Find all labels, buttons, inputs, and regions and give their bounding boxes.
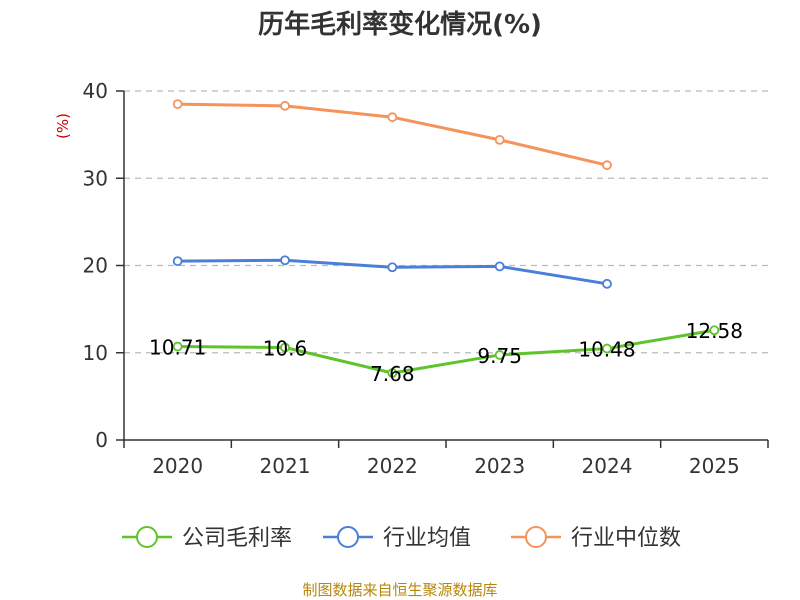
gridlines: [124, 90, 768, 354]
data-label: 12.58: [686, 319, 743, 343]
data-point: [709, 325, 720, 336]
series-公司毛利率: [172, 325, 720, 378]
y-tick-label: 0: [95, 428, 108, 452]
data-point: [172, 99, 183, 109]
series-行业中位数: [172, 99, 612, 171]
y-tick-label: 30: [83, 166, 108, 190]
data-point: [494, 134, 505, 145]
series-line: [177, 328, 715, 375]
x-tick-label: 2025: [689, 454, 740, 478]
y-tick-label: 40: [83, 79, 108, 103]
chart-title: 历年毛利率变化情况(%): [258, 9, 542, 40]
legend-item: 行业均值: [323, 526, 471, 551]
legend-label: 行业中位数: [571, 526, 681, 551]
data-point: [387, 112, 398, 123]
x-tick-label: 2020: [152, 454, 203, 478]
data-point: [494, 261, 505, 272]
legend-marker: [136, 526, 158, 548]
data-point: [387, 262, 398, 273]
x-tick-label: 2022: [367, 454, 418, 478]
x-tick-label: 2023: [474, 454, 525, 478]
data-point: [602, 160, 612, 171]
data-point: [280, 100, 290, 111]
data-label: 9.75: [477, 344, 522, 368]
data-labels: 10.71 10.6 7.68 9.75 10.48 12.58: [149, 319, 743, 386]
data-point: [280, 342, 290, 353]
y-tick-label: 10: [83, 341, 108, 365]
data-label: 10.6: [263, 337, 308, 361]
y-axis-label: (%): [54, 113, 72, 139]
source-note: 制图数据来自恒生聚源数据库: [302, 581, 497, 599]
data-label: 10.48: [578, 338, 635, 362]
data-point: [602, 343, 612, 354]
legend-marker: [337, 526, 359, 548]
x-tick-label: 2021: [260, 454, 311, 478]
series-行业均值: [172, 255, 612, 289]
legend-label: 行业均值: [383, 526, 471, 551]
legend-item: 行业中位数: [511, 526, 681, 551]
data-point: [172, 341, 183, 352]
legend-marker: [525, 526, 547, 548]
data-point: [494, 350, 505, 360]
data-point: [280, 255, 290, 266]
data-point: [387, 368, 398, 378]
data-label: 10.71: [149, 336, 206, 360]
data-point: [602, 278, 612, 289]
data-point: [172, 256, 183, 267]
y-tick-label: 20: [83, 254, 108, 278]
legend-label: 公司毛利率: [182, 526, 292, 551]
legend: 公司毛利率 行业均值 行业中位数: [122, 526, 681, 551]
legend-item: 公司毛利率: [122, 526, 292, 551]
data-label: 7.68: [370, 362, 415, 386]
x-tick-label: 2024: [582, 454, 633, 478]
series-group: [172, 99, 720, 378]
axes: 0 10 20 30 40 2020 2021 2022 2023 2024 2025: [83, 79, 769, 478]
